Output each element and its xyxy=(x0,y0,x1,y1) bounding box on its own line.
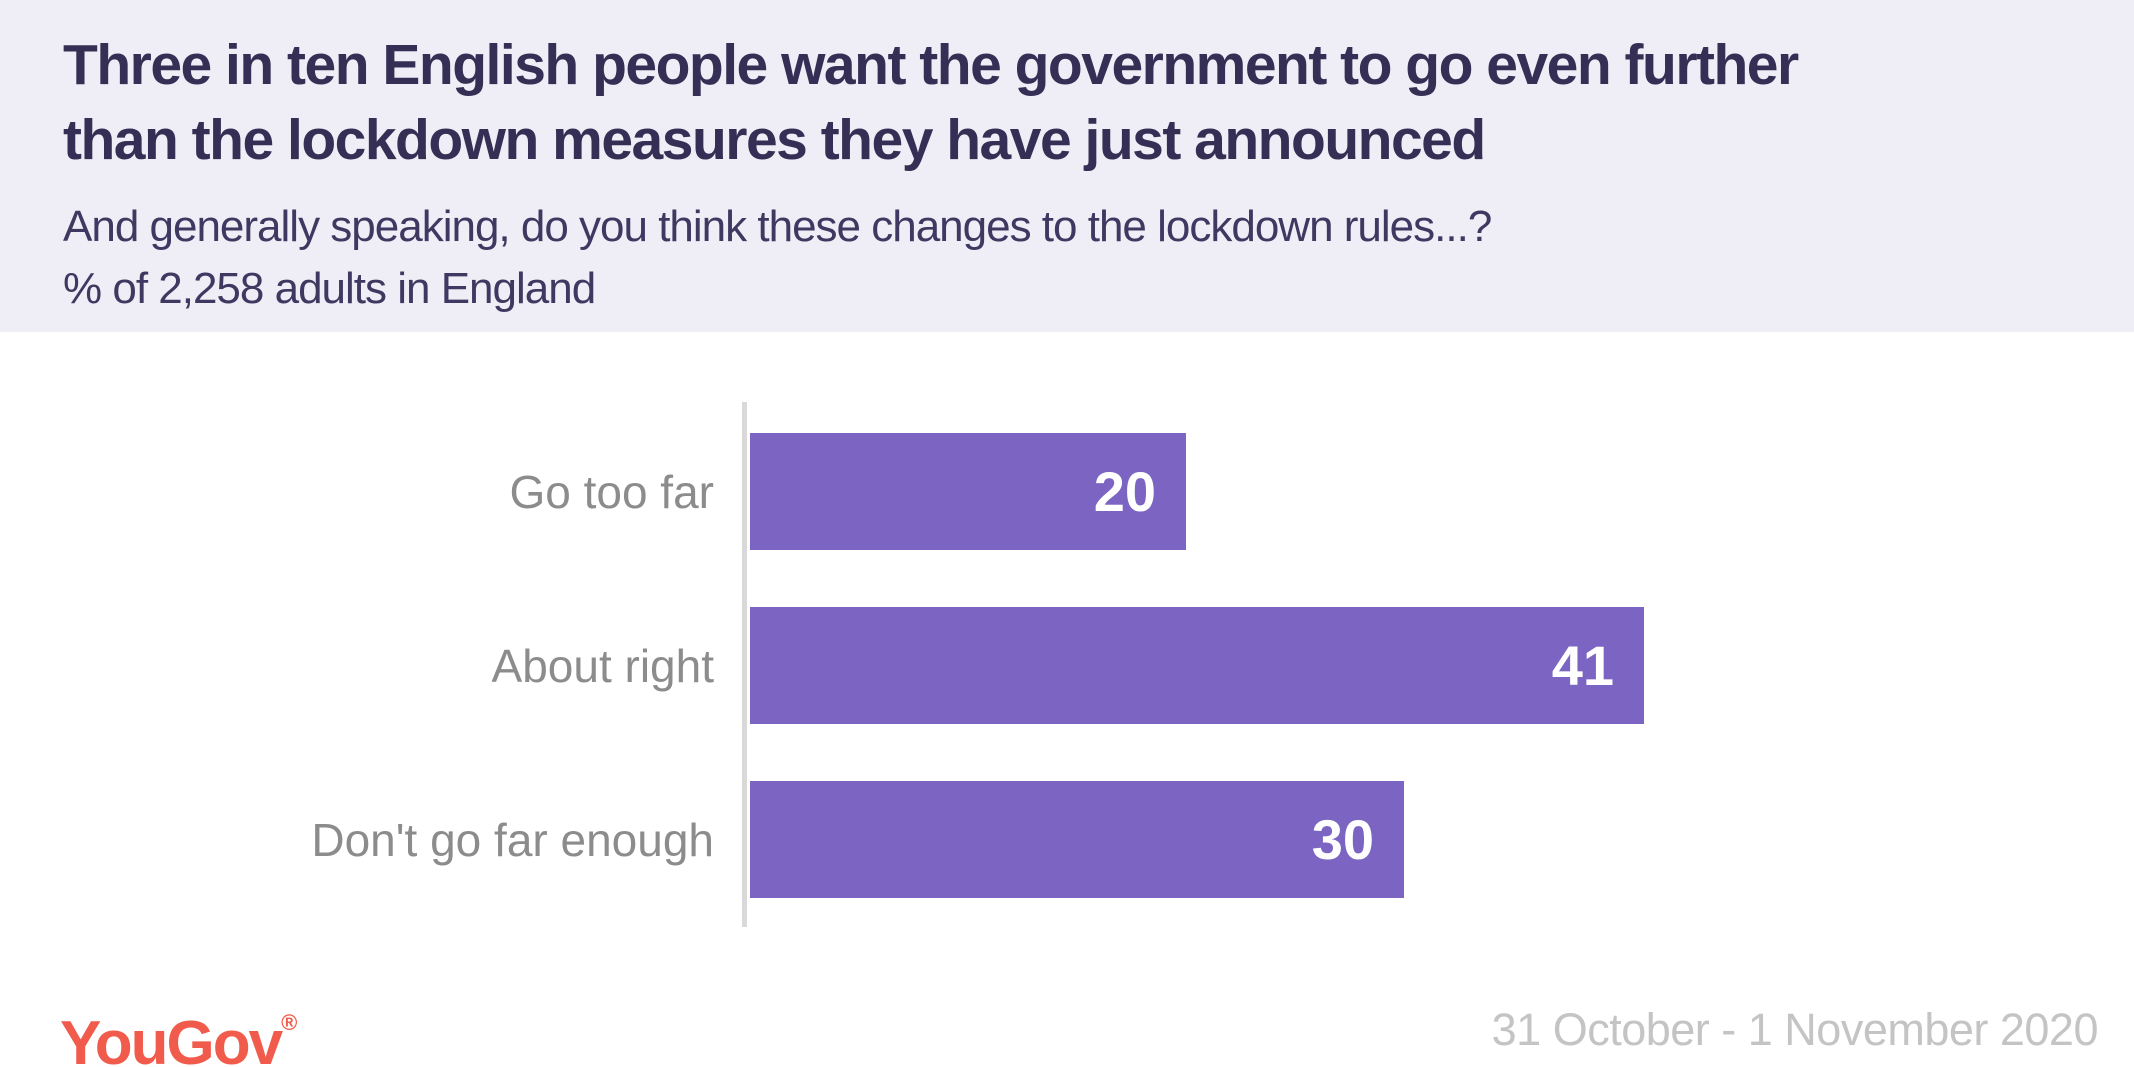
value-label: 20 xyxy=(1093,460,1156,523)
category-label: Don't go far enough xyxy=(311,813,714,866)
category-label: Go too far xyxy=(509,465,714,518)
category-label: About right xyxy=(491,639,714,692)
survey-question: And generally speaking, do you think the… xyxy=(63,202,1492,251)
chart-title-line2: than the lockdown measures they have jus… xyxy=(63,108,1486,172)
bar-row-go-too-far: Go too far 20 xyxy=(0,433,2134,550)
bar-about-right: 41 xyxy=(750,607,1644,724)
fieldwork-date: 31 October - 1 November 2020 xyxy=(1491,1004,2099,1055)
bar-row-about-right: About right 41 xyxy=(0,607,2134,724)
sample-note: % of 2,258 adults in England xyxy=(63,264,596,313)
value-label: 41 xyxy=(1551,634,1614,697)
y-axis-line xyxy=(742,402,747,927)
registered-trademark-icon: ® xyxy=(281,1010,298,1035)
yougov-logo-text: YouGov xyxy=(60,1009,283,1067)
chart-subtitle: And generally speaking, do you think the… xyxy=(63,196,2103,320)
yougov-logo: YouGov® xyxy=(60,992,297,1067)
bar-row-dont-go-far-enough: Don't go far enough 30 xyxy=(0,781,2134,898)
header-band: Three in ten English people want the gov… xyxy=(0,0,2134,332)
value-label: 30 xyxy=(1311,808,1374,871)
bar-dont-go-far-enough: 30 xyxy=(750,781,1404,898)
chart-title-line1: Three in ten English people want the gov… xyxy=(63,33,1799,97)
bar-go-too-far: 20 xyxy=(750,433,1186,550)
chart-title: Three in ten English people want the gov… xyxy=(63,28,2103,178)
